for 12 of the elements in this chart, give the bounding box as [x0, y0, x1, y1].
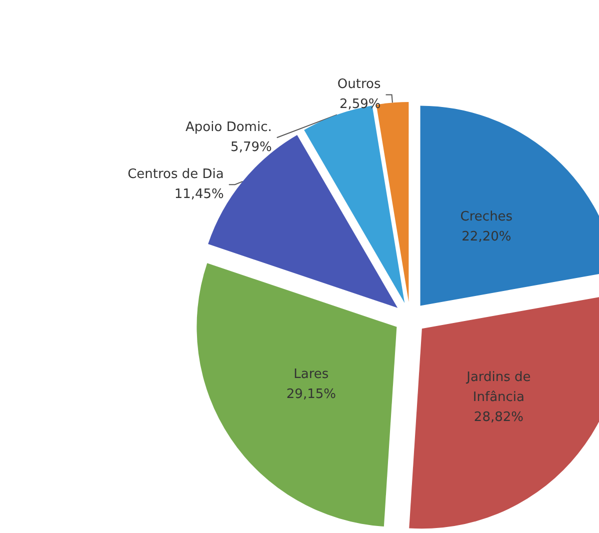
slice-label: Centros de Dia: [128, 167, 224, 182]
data-label: 11,45%: [174, 187, 224, 202]
slice-label: Lares: [294, 366, 329, 382]
data-label: 29,15%: [286, 386, 336, 402]
slice-label: Creches: [460, 209, 513, 224]
slice-label: Outros: [337, 77, 382, 92]
data-label: 22,20%: [462, 229, 512, 244]
slice-label: Jardins de Infância: [466, 370, 531, 405]
data-label: 28,82%: [474, 410, 524, 425]
data-label: 5,79%: [230, 140, 272, 156]
slice-label: Apoio Domic.: [186, 120, 272, 136]
data-label: 2,59%: [339, 97, 381, 112]
